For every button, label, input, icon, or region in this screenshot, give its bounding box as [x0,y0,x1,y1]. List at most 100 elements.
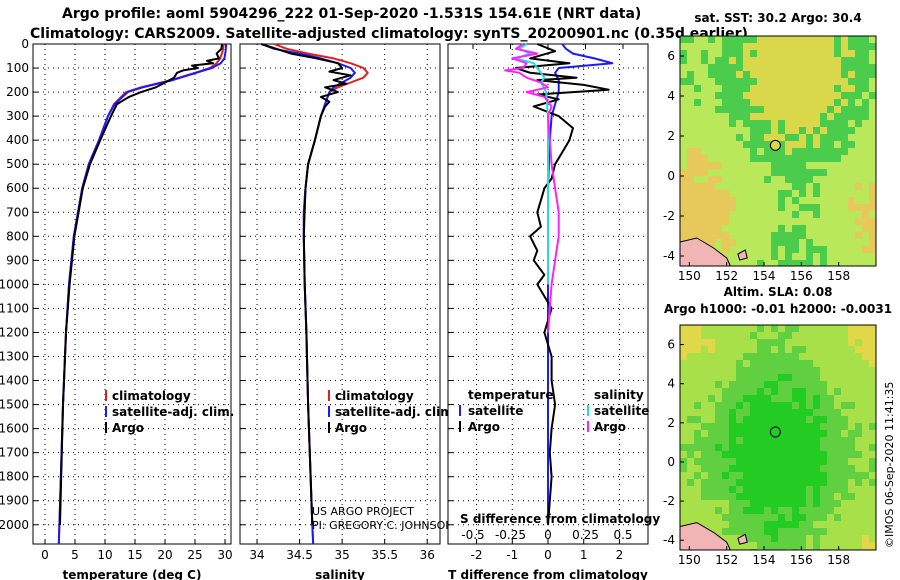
x-axis-label: temperature (deg C) [63,568,202,580]
map-cell [743,367,750,374]
map-cell [785,451,792,458]
map-cell [806,374,813,381]
map-cell [729,409,736,416]
map-cell [771,106,778,113]
map-cell [764,416,771,423]
map-cell [708,204,715,211]
map-cell [771,127,778,134]
float-marker [769,426,781,438]
map-cell [827,486,834,493]
map-cell [729,395,736,402]
map-cell [834,57,841,64]
map-cell [785,190,792,197]
map-cell [757,106,764,113]
map-cell [757,402,764,409]
map-cell [820,458,827,465]
map-cell [799,416,806,423]
map-x-label: 152 [715,269,738,283]
map-cell [848,339,855,346]
legend-swatch-climatology [328,390,330,401]
map-cell [799,367,806,374]
map-cell [694,197,701,204]
map-cell [778,374,785,381]
map-y-label: 2 [667,416,675,430]
map-cell [785,430,792,437]
map-cell [792,71,799,78]
map-cell [715,190,722,197]
map-cell [806,141,813,148]
map-cell [792,120,799,127]
map-cell [736,409,743,416]
map-cell [848,64,855,71]
map-cell [827,141,834,148]
y-tick-label: 0 [21,37,29,51]
map-cell [701,183,708,190]
map-cell [834,113,841,120]
map-cell [701,211,708,218]
map-cell [736,493,743,500]
map-cell [778,197,785,204]
map-cell [841,50,848,57]
map-cell [820,493,827,500]
map-cell [757,500,764,507]
map-cell [855,85,862,92]
annotation-pi: PI: GREGORY C. JOHNSON [312,519,453,532]
map-cell [701,218,708,225]
map-cell [736,507,743,514]
map-cell [799,92,806,99]
map-cell [855,332,862,339]
map-cell [743,486,750,493]
map-cell [687,36,694,43]
salinity-chart: 34 34.5 35 35.5 36 salinity climatology satelli… [239,43,457,580]
map-cell [827,71,834,78]
map-cell [764,395,771,402]
map-cell [722,36,729,43]
map-cell [743,106,750,113]
map-cell [820,437,827,444]
float-marker [769,139,781,151]
map-cell [715,409,722,416]
map-cell [771,458,778,465]
map-cell [687,155,694,162]
map-cell [750,134,757,141]
map-cell [848,430,855,437]
map-cell [792,451,799,458]
map-cell [785,141,792,148]
map-cell [680,444,687,451]
map-cell [806,388,813,395]
map-cell [855,346,862,353]
map-cell [764,36,771,43]
map-cell [736,134,743,141]
map-cell [820,78,827,85]
map-cell [820,246,827,253]
map-cell [806,528,813,535]
map-cell [743,423,750,430]
map-cell [715,176,722,183]
map-cell [743,120,750,127]
map-cell [750,528,757,535]
map-cell [792,99,799,106]
y-tick-label: 1300 [0,350,29,364]
map-cell [708,225,715,232]
map-cell [848,50,855,57]
map-cell [729,402,736,409]
map-cell [792,535,799,542]
y-tick-label: 900 [6,253,29,267]
map-cell [694,190,701,197]
map-cell [764,50,771,57]
map-cell [862,204,869,211]
map-cell [869,353,876,360]
map-cell [848,197,855,204]
map-cell [750,430,757,437]
map-cell [799,113,806,120]
map-cell [715,458,722,465]
map-cell [729,500,736,507]
map-cell [736,381,743,388]
map-cell [813,204,820,211]
map-cell [841,465,848,472]
map-cell [701,444,708,451]
map-cell [869,225,876,232]
map-cell [792,486,799,493]
map-cell [834,479,841,486]
map-cell [855,71,862,78]
